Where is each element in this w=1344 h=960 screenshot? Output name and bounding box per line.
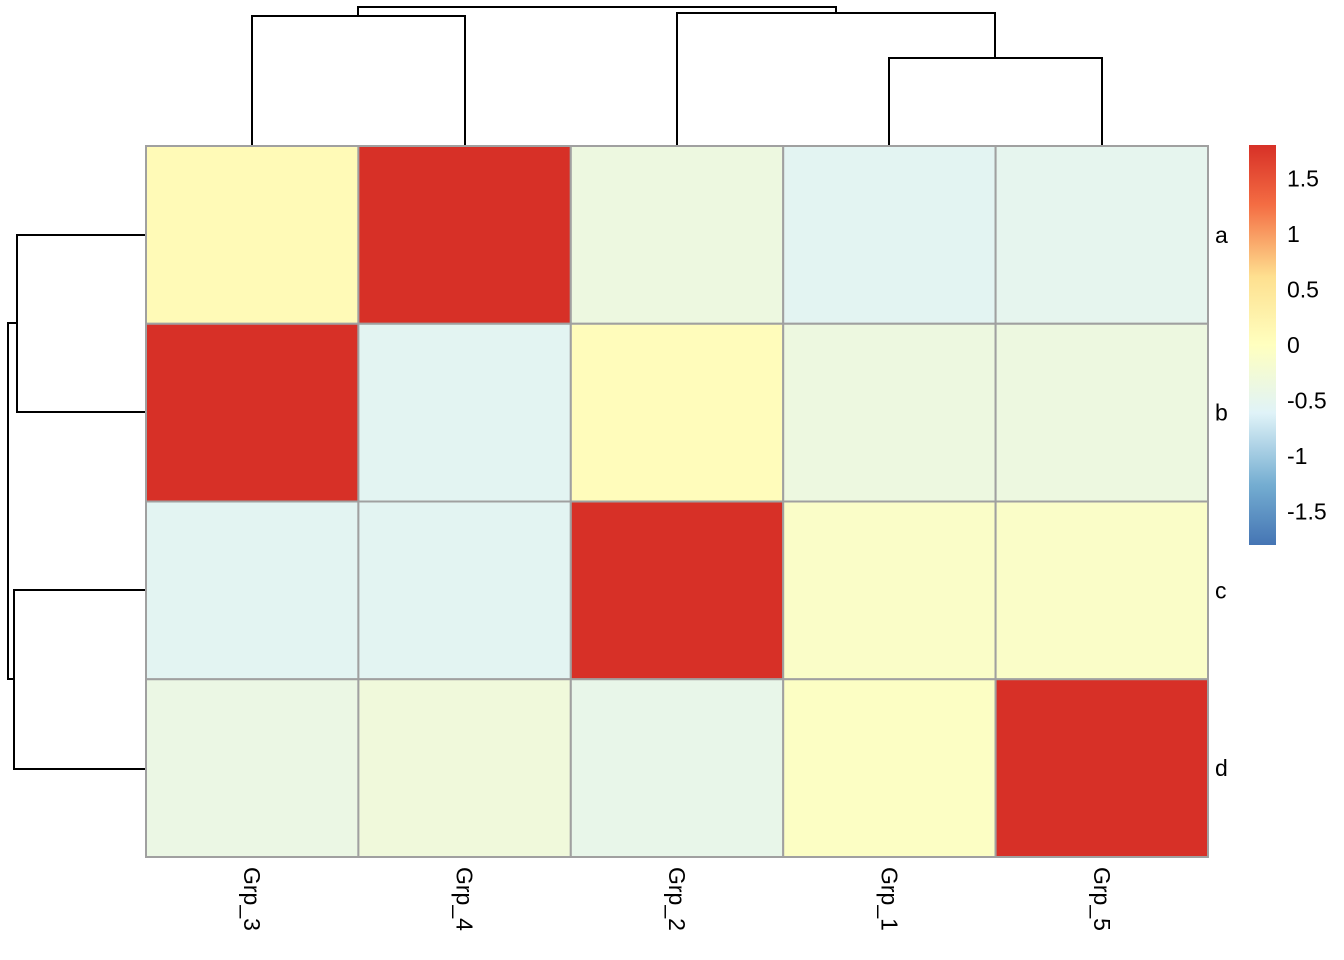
heatmap-cell-d-grp_2 (569, 678, 785, 858)
heatmap-cell-a-grp_5 (994, 145, 1209, 325)
heatmap-cell-b-grp_1 (782, 322, 997, 503)
heatmap-cell-b-grp_5 (994, 322, 1209, 503)
column-label-grp_2: Grp_2 (664, 867, 690, 931)
legend-tick-labels: 1.5 1 0.5 0 -0.5 -1 -1.5 (1287, 165, 1327, 524)
legend-tick-label-6: -1.5 (1287, 499, 1327, 525)
row-dendro-branch-c-d (13, 589, 145, 770)
heatmap-cell-c-grp_1 (782, 500, 997, 681)
row-dendro-branch-root (7, 322, 17, 680)
heatmap-cell-c-grp_3 (145, 500, 360, 681)
column-dendrogram (251, 6, 1103, 145)
row-label-d: d (1215, 755, 1228, 781)
heatmap-cell-d-grp_1 (782, 678, 997, 858)
heatmap-cell-a-grp_1 (782, 145, 997, 325)
heatmap-cell-a-grp_4 (357, 145, 572, 325)
row-label-c: c (1215, 577, 1227, 603)
heatmap-cells (145, 145, 1209, 858)
col-dendro-branch-grp1-grp5 (888, 57, 1103, 145)
legend-tick-label-4: -0.5 (1287, 388, 1327, 414)
column-labels: Grp_3 Grp_4 Grp_2 Grp_1 Grp_5 (239, 867, 1115, 931)
row-labels: a b c d (1215, 222, 1228, 781)
legend-tick-label-0: 1.5 (1287, 165, 1319, 191)
legend-tick-label-2: 0.5 (1287, 276, 1319, 302)
row-label-a: a (1215, 222, 1228, 248)
heatmap-cell-b-grp_4 (357, 322, 572, 503)
legend-tick-label-5: -1 (1287, 443, 1307, 469)
heatmap-cell-c-grp_5 (994, 500, 1209, 681)
col-dendro-branch-root (357, 6, 837, 16)
legend-tick-label-3: 0 (1287, 332, 1300, 358)
heatmap-cell-a-grp_3 (145, 145, 360, 325)
heatmap-cell-a-grp_2 (569, 145, 785, 325)
heatmap-cell-c-grp_4 (357, 500, 572, 681)
column-label-grp_4: Grp_4 (452, 867, 478, 931)
legend-color-bar (1249, 145, 1276, 545)
heatmap-cell-d-grp_5 (994, 678, 1209, 858)
column-label-grp_5: Grp_5 (1089, 867, 1115, 931)
heatmap-cell-d-grp_4 (357, 678, 572, 858)
row-label-b: b (1215, 400, 1228, 426)
color-legend: 1.5 1 0.5 0 -0.5 -1 -1.5 (1249, 145, 1327, 545)
col-dendro-branch-grp3-grp4 (251, 15, 466, 145)
col-dendro-branch-grp2-merge (676, 12, 996, 145)
heatmap-cell-c-grp_2 (569, 500, 785, 681)
row-dendrogram (7, 234, 145, 770)
legend-tick-label-1: 1 (1287, 221, 1300, 247)
heatmap-cell-b-grp_2 (569, 322, 785, 503)
heatmap-cell-d-grp_3 (145, 678, 360, 858)
row-dendro-branch-a-b (16, 234, 145, 413)
column-label-grp_1: Grp_1 (876, 867, 902, 931)
heatmap-cell-b-grp_3 (145, 322, 360, 503)
column-label-grp_3: Grp_3 (239, 867, 265, 931)
